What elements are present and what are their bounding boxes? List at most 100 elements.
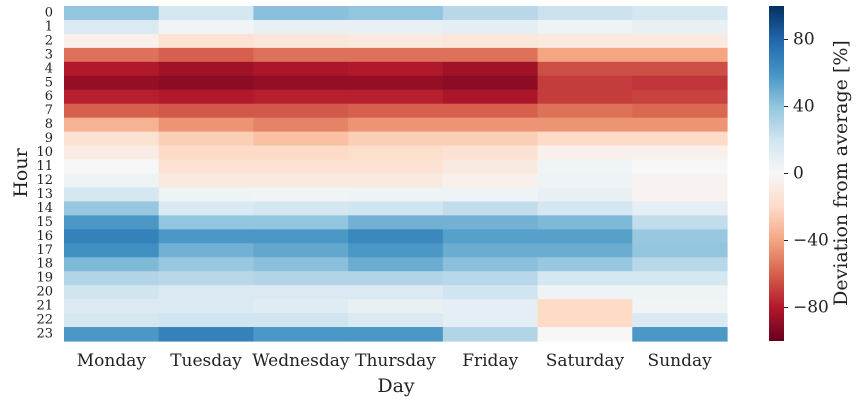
heatmap-cell <box>632 19 728 35</box>
heatmap-cell <box>537 47 633 63</box>
heatmap-cell <box>64 33 160 49</box>
heatmap-cell <box>537 215 633 230</box>
y-tick-label: 20 <box>36 285 53 300</box>
heatmap-cell <box>253 173 349 189</box>
heatmap-cell <box>632 299 728 314</box>
heatmap-cell <box>64 19 160 35</box>
heatmap-cell <box>348 257 444 272</box>
heatmap-cell <box>253 6 349 21</box>
y-tick-label: 6 <box>45 89 53 104</box>
heatmap-cell <box>64 61 160 77</box>
heatmap-cell <box>632 313 728 328</box>
heatmap-cell <box>632 243 728 258</box>
heatmap-cell <box>632 103 728 119</box>
heatmap-cell <box>442 75 539 91</box>
colorbar-tick-label: −80 <box>793 298 829 318</box>
heatmap-cell <box>158 327 255 342</box>
heatmap-cell <box>442 313 539 328</box>
y-tick-label: 5 <box>45 75 53 90</box>
heatmap-cell <box>158 47 255 63</box>
heatmap-cell <box>64 6 160 21</box>
y-tick-label: 14 <box>36 201 53 216</box>
heatmap-cell <box>158 285 255 300</box>
heatmap-cell <box>442 271 539 286</box>
heatmap-cell <box>64 271 160 286</box>
heatmap-cell <box>442 89 539 105</box>
heatmap-cell <box>442 47 539 63</box>
heatmap-cell <box>442 299 539 314</box>
heatmap-cell <box>64 229 160 244</box>
heatmap-cell <box>158 299 255 314</box>
heatmap-cell <box>348 299 444 314</box>
heatmap-cell <box>442 201 539 216</box>
heatmap-cell <box>632 173 728 189</box>
x-tick-labels: Monday Tuesday Wednesday Thursday Friday Satu… <box>77 351 712 371</box>
heatmap-cell <box>632 47 728 63</box>
heatmap-cell <box>158 6 255 21</box>
heatmap-cell <box>158 159 255 175</box>
heatmap-cell <box>632 257 728 272</box>
heatmap-cell <box>632 327 728 342</box>
heatmap-cell <box>253 229 349 244</box>
heatmap-cell <box>537 257 633 272</box>
heatmap-cell <box>253 131 349 147</box>
heatmap-cell <box>158 33 255 49</box>
heatmap-cell <box>348 187 444 203</box>
heatmap-cell <box>348 61 444 77</box>
colorbar-label: Deviation from average [%] <box>830 40 852 306</box>
heatmap-cell <box>348 285 444 300</box>
x-tick-label: Thursday <box>355 351 436 371</box>
heatmap-cell <box>537 187 633 203</box>
y-tick-label: 23 <box>36 327 53 342</box>
heatmap-cell <box>253 19 349 35</box>
heatmap-cell <box>64 131 160 147</box>
heatmap-cell <box>253 145 349 161</box>
heatmap-cell <box>158 89 255 105</box>
heatmap-cell <box>348 33 444 49</box>
heatmap-cell <box>537 201 633 216</box>
heatmap-cell <box>348 173 444 189</box>
heatmap-cell <box>537 6 633 21</box>
heatmap-cell <box>158 61 255 77</box>
y-tick-label: 10 <box>36 145 53 160</box>
y-tick-label: 15 <box>36 215 53 230</box>
heatmap-cell <box>253 327 349 342</box>
heatmap-cell <box>632 75 728 91</box>
heatmap-cell <box>64 201 160 216</box>
x-tick-label: Saturday <box>546 351 625 371</box>
heatmap-cell <box>253 117 349 133</box>
heatmap-cell <box>632 89 728 105</box>
heatmap-cell <box>442 131 539 147</box>
heatmap-cell <box>158 201 255 216</box>
heatmap-cell <box>442 243 539 258</box>
heatmap-cell <box>158 187 255 203</box>
heatmap-cell <box>158 19 255 35</box>
y-tick-label: 3 <box>45 47 53 62</box>
y-tick-label: 12 <box>36 173 53 188</box>
heatmap-cell <box>348 271 444 286</box>
y-tick-label: 21 <box>36 299 53 314</box>
y-tick-label: 16 <box>36 229 53 244</box>
heatmap-cell <box>158 145 255 161</box>
heatmap-cell <box>442 145 539 161</box>
heatmap-cell <box>64 89 160 105</box>
heatmap-cell <box>253 61 349 77</box>
heatmap-cell <box>442 6 539 21</box>
heatmap-cell <box>348 159 444 175</box>
heatmap-cell <box>64 75 160 91</box>
colorbar <box>769 6 784 341</box>
heatmap-cell <box>348 47 444 63</box>
heatmap-cell <box>632 201 728 216</box>
heatmap-cell <box>632 145 728 161</box>
heatmap-cell <box>442 327 539 342</box>
y-tick-label: 9 <box>45 131 53 146</box>
y-tick-label: 18 <box>36 257 53 272</box>
heatmap-cells <box>64 6 728 342</box>
heatmap-cell <box>348 6 444 21</box>
y-tick-label: 7 <box>45 103 53 118</box>
x-tick-label: Sunday <box>648 351 713 371</box>
heatmap-cell <box>64 285 160 300</box>
heatmap-cell <box>537 229 633 244</box>
heatmap-cell <box>253 75 349 91</box>
heatmap-cell <box>64 159 160 175</box>
